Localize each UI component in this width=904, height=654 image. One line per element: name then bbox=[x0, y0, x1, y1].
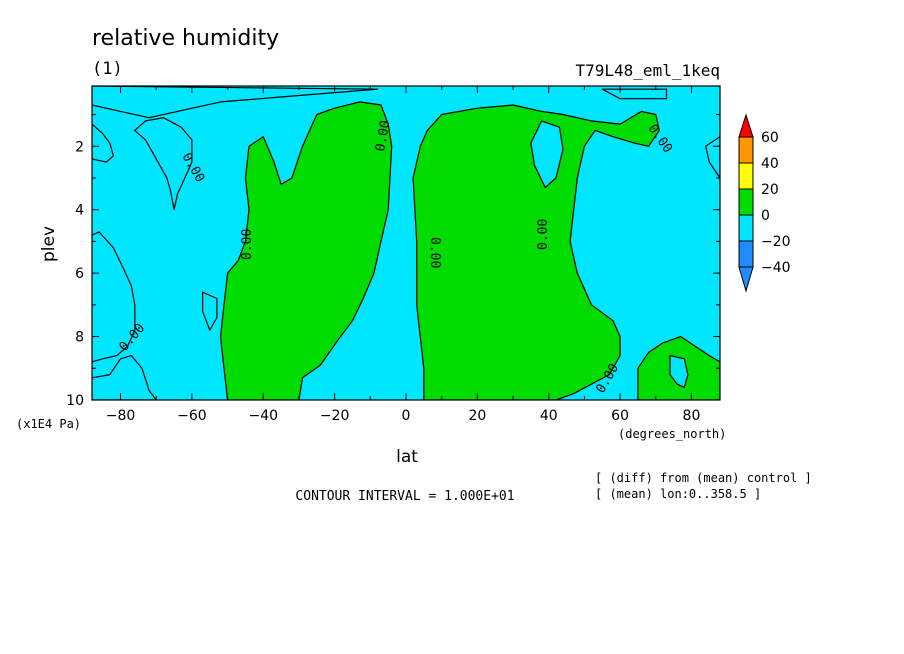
chart-subtitle: (1) bbox=[92, 59, 123, 79]
negative-region bbox=[92, 123, 115, 163]
colorbar-band bbox=[738, 240, 754, 268]
x-tick-label: 80 bbox=[683, 408, 701, 424]
note-mean: [ (mean) lon:0..358.5 ] bbox=[595, 487, 761, 501]
colorbar-band bbox=[738, 136, 754, 164]
run-label: T79L48_eml_1keq bbox=[576, 61, 721, 80]
x-axis-label: lat bbox=[396, 447, 418, 467]
y-tick-label: 6 bbox=[75, 266, 84, 282]
x-tick-label: −80 bbox=[106, 408, 136, 424]
contour-label: 0.00 bbox=[373, 119, 393, 152]
x-tick-label: 60 bbox=[611, 408, 629, 424]
contour-interval: CONTOUR INTERVAL = 1.000E+01 bbox=[295, 489, 514, 504]
negative-region bbox=[92, 355, 157, 400]
colorbar-band bbox=[738, 162, 754, 190]
x-axis-units: (degrees_north) bbox=[618, 427, 726, 441]
y-tick-label: 2 bbox=[75, 139, 84, 155]
x-tick-label: −60 bbox=[177, 408, 207, 424]
negative-regions bbox=[92, 86, 720, 400]
chart-title: relative humidity bbox=[92, 26, 279, 51]
negative-region bbox=[92, 86, 379, 119]
colorbar-label: 20 bbox=[761, 182, 779, 198]
colorbar-label: 40 bbox=[761, 156, 779, 172]
colorbar-label: 0 bbox=[761, 208, 770, 224]
colorbar-labels: 60 40 20 0 −20 −40 bbox=[761, 130, 791, 276]
colorbar-label: −40 bbox=[761, 260, 791, 276]
axis-ticks bbox=[92, 86, 720, 401]
contour-label: 0.00 bbox=[427, 237, 442, 268]
positive-region bbox=[412, 104, 660, 400]
y-tick-label: 4 bbox=[75, 203, 84, 219]
colorbar-arrow-min bbox=[738, 266, 754, 293]
contour-label: 0.00 bbox=[536, 219, 551, 250]
negative-region bbox=[705, 136, 720, 179]
x-tick-label: −20 bbox=[320, 408, 350, 424]
negative-region bbox=[202, 291, 218, 331]
x-tick-label: 40 bbox=[540, 408, 558, 424]
positive-regions bbox=[219, 101, 720, 400]
x-tick-label: 20 bbox=[468, 408, 486, 424]
positive-region bbox=[219, 101, 393, 400]
negative-region bbox=[92, 231, 136, 363]
x-tick-labels: −80 −60 −40 −20 0 20 40 60 80 bbox=[106, 408, 701, 424]
note-diff: [ (diff) from (mean) control ] bbox=[595, 471, 812, 485]
negative-region bbox=[669, 355, 689, 388]
x-tick-label: 0 bbox=[402, 408, 411, 424]
colorbar bbox=[738, 113, 754, 293]
colorbar-band bbox=[738, 214, 754, 242]
plot-area bbox=[92, 86, 720, 400]
colorbar-label: 60 bbox=[761, 130, 779, 146]
negative-region bbox=[530, 120, 564, 189]
colorbar-band bbox=[738, 188, 754, 216]
negative-region bbox=[601, 88, 668, 100]
y-tick-label: 8 bbox=[75, 330, 84, 346]
y-tick-labels: 2 4 6 8 10 bbox=[66, 139, 84, 409]
y-axis-label: plev bbox=[39, 226, 59, 262]
y-axis-units: (x1E4 Pa) bbox=[16, 417, 81, 431]
negative-region bbox=[134, 117, 193, 211]
contour-label: 0.00 bbox=[240, 229, 255, 260]
x-tick-label: −40 bbox=[248, 408, 278, 424]
colorbar-label: −20 bbox=[761, 234, 791, 250]
colorbar-arrow-max bbox=[738, 113, 754, 138]
y-tick-label: 10 bbox=[66, 393, 84, 409]
